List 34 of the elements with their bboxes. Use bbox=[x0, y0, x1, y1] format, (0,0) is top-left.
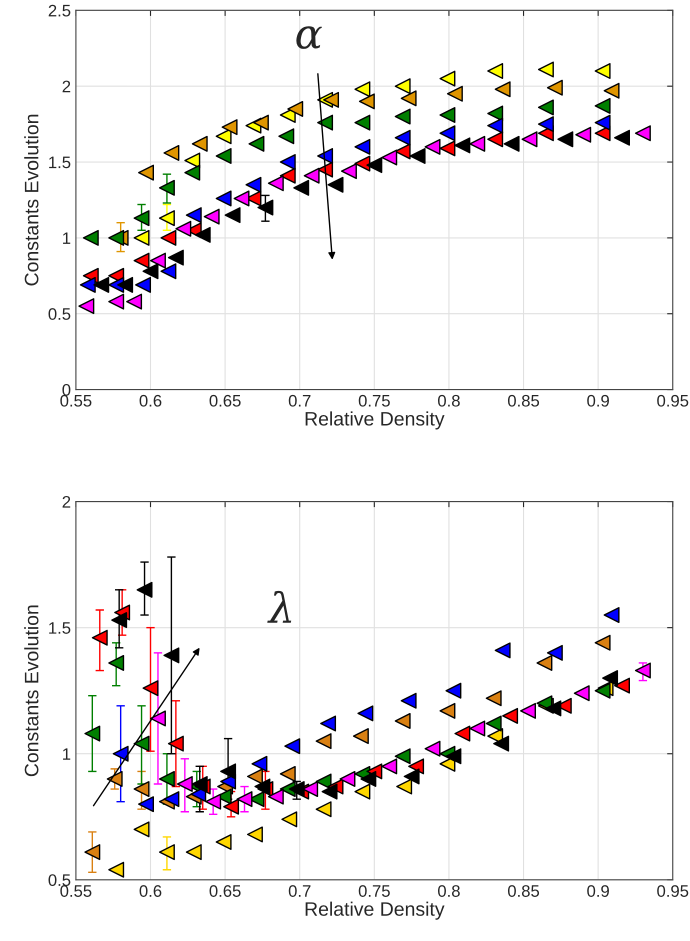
y-tick-label: 0 bbox=[62, 384, 70, 396]
x-tick-label: 0.65 bbox=[210, 394, 241, 407]
y-tick-label: 2 bbox=[62, 496, 70, 508]
x-tick-label: 0.7 bbox=[288, 885, 310, 897]
y-tick-label: 1 bbox=[63, 748, 70, 760]
annotation: α bbox=[296, 26, 322, 49]
x-tick-label: 0.55 bbox=[60, 885, 92, 897]
x-axis-title: Relative Density bbox=[306, 411, 445, 430]
y-tick-label: 2.5 bbox=[48, 4, 70, 17]
y-tick-label: 0.5 bbox=[48, 308, 70, 320]
x-tick-label: 0.55 bbox=[60, 394, 92, 407]
x-tick-label: 0.75 bbox=[358, 394, 390, 407]
y-tick-label: 1.5 bbox=[49, 156, 70, 168]
x-tick-label: 0.75 bbox=[358, 885, 390, 897]
x-tick-label: 0.9 bbox=[587, 885, 609, 897]
x-tick-label: 0.6 bbox=[140, 394, 162, 407]
x-tick-label: 0.95 bbox=[657, 394, 688, 407]
x-tick-label: 0.9 bbox=[587, 394, 609, 407]
y-tick-label: 0.5 bbox=[48, 874, 70, 886]
y-tick-label: 1.5 bbox=[49, 622, 70, 634]
x-tick-label: 0.85 bbox=[508, 885, 540, 897]
y-tick-label: 2 bbox=[62, 80, 70, 92]
x-axis-title: Relative Density bbox=[306, 902, 445, 920]
x-tick-label: 0.95 bbox=[657, 885, 688, 897]
annotation: λ bbox=[267, 590, 292, 623]
y-axis-title: Constants Evolution bbox=[24, 114, 38, 286]
x-tick-label: 0.6 bbox=[140, 885, 162, 897]
x-tick-label: 0.7 bbox=[288, 394, 310, 407]
y-axis-title: Constants Evolution bbox=[24, 605, 38, 776]
x-tick-label: 0.65 bbox=[210, 885, 241, 897]
y-tick-label: 1 bbox=[63, 232, 70, 244]
x-tick-label: 0.85 bbox=[508, 394, 540, 407]
x-tick-label: 0.8 bbox=[438, 885, 460, 897]
x-tick-label: 0.8 bbox=[438, 394, 460, 407]
